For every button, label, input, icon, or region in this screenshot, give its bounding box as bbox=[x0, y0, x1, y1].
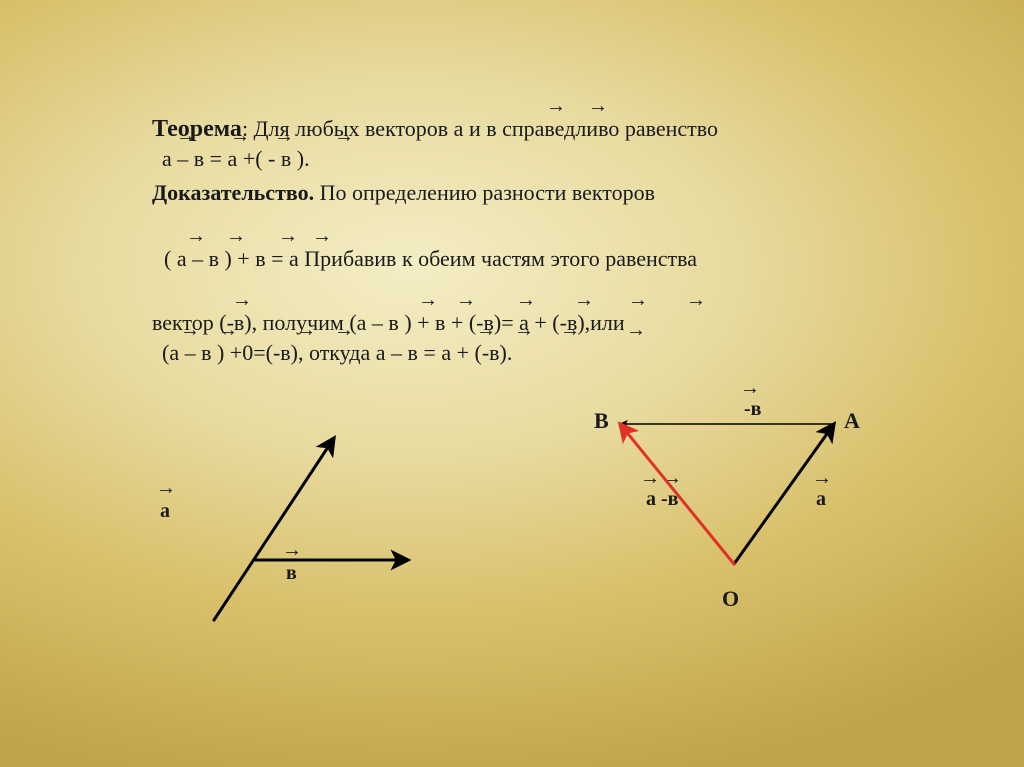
label-a-minus-v: а -в bbox=[646, 488, 678, 511]
label-a-right: а bbox=[816, 488, 826, 511]
point-B: В bbox=[594, 408, 609, 434]
label-minus-v: -в bbox=[744, 398, 761, 421]
point-O: О bbox=[722, 586, 739, 612]
point-A: А bbox=[844, 408, 860, 434]
right-diagram bbox=[0, 0, 1024, 767]
slide-root: Теорема: Для любых векторов а и в справе… bbox=[0, 0, 1024, 767]
